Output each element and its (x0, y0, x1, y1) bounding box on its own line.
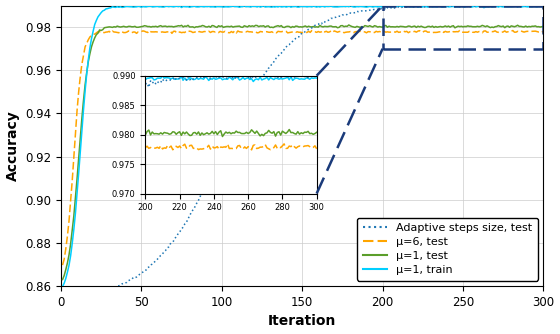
Y-axis label: Accuracy: Accuracy (6, 111, 20, 181)
Legend: Adaptive steps size, test, μ=6, test, μ=1, test, μ=1, train: Adaptive steps size, test, μ=6, test, μ=… (357, 218, 538, 281)
X-axis label: Iteration: Iteration (268, 314, 337, 328)
